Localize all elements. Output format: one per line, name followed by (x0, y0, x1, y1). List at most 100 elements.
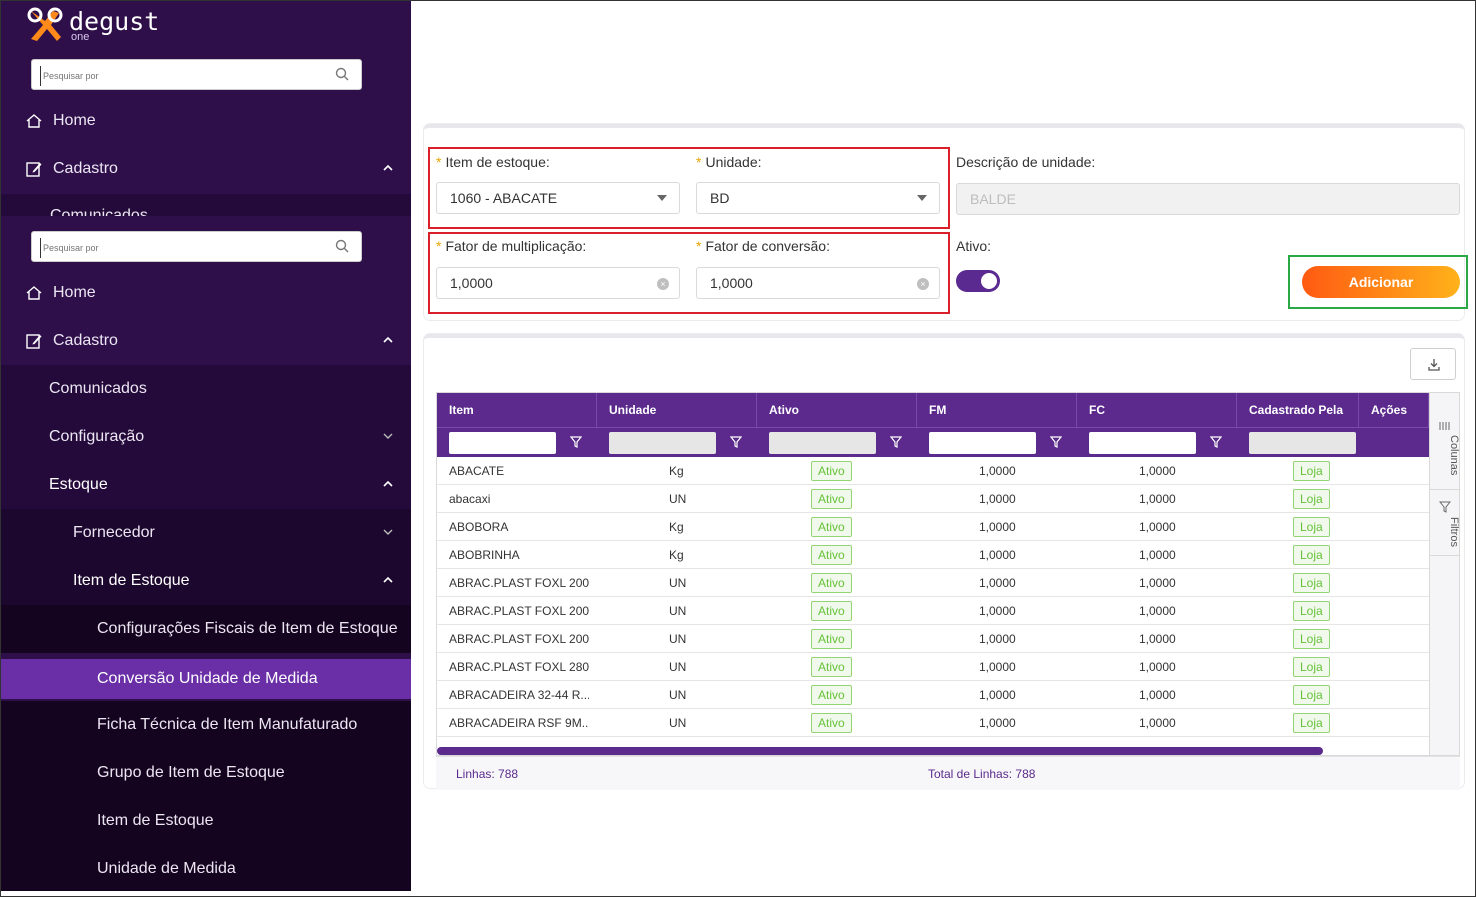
cell-fm: 1,0000 (979, 576, 1016, 590)
table-row[interactable]: ABRACADEIRA 32-44 R... UN Ativo 1,0000 1,000… (437, 681, 1429, 709)
table-row[interactable]: ABRACADEIRA RSF 9M... UN Ativo 1,0000 1,0000… (437, 709, 1429, 737)
status-badge: Ativo (811, 517, 852, 537)
table-row[interactable]: ABOBORA Kg Ativo 1,0000 1,0000 Loja (437, 513, 1429, 541)
sidebar-search[interactable] (31, 231, 362, 262)
unidade-select[interactable]: BD (696, 182, 940, 214)
sidebar-item-conversao-unidade[interactable]: Conversão Unidade de Medida (1, 659, 411, 699)
tab-colunas[interactable]: Colunas (1448, 435, 1460, 476)
filter-input-fm[interactable] (929, 432, 1036, 454)
sidebar-item-home[interactable]: Home (1, 269, 411, 317)
cell-fm: 1,0000 (979, 464, 1016, 478)
label-text: Fator de conversão (705, 238, 827, 254)
filter-icon[interactable] (1050, 436, 1062, 448)
filter-icon[interactable] (570, 436, 582, 448)
sidebar-item-item-estoque[interactable]: Item de Estoque (1, 797, 411, 845)
logo[interactable]: degust (25, 7, 159, 47)
cell-unidade: Kg (669, 464, 684, 478)
tab-filtros[interactable]: Filtros (1448, 517, 1460, 547)
filter-icon[interactable] (1210, 436, 1222, 448)
sidebar-item-cadastro[interactable]: Cadastro (1, 317, 411, 365)
table-row[interactable]: ABOBRINHA Kg Ativo 1,0000 1,0000 Loja (437, 541, 1429, 569)
status-badge: Ativo (811, 573, 852, 593)
filter-icon[interactable] (890, 436, 902, 448)
sidebar-item-cadastro-top[interactable]: Cadastro (1, 145, 411, 193)
cell-unidade: UN (669, 688, 687, 702)
filter-input-ativo[interactable] (769, 432, 876, 454)
sidebar-item-fornecedor[interactable]: Fornecedor (1, 509, 411, 557)
highlight-box-item-unidade (428, 147, 950, 229)
table-row[interactable]: ABRAC.PLAST FOXL 200... UN Ativo 1,0000 1,00… (437, 569, 1429, 597)
cell-fm: 1,0000 (979, 660, 1016, 674)
column-header-cadastrado[interactable]: Cadastrado Pela (1237, 393, 1359, 427)
grid-card: Item Unidade Ativo FM FC Cadastrado Pela… (424, 334, 1464, 790)
chevron-up-icon (383, 576, 393, 583)
table-row[interactable]: ABACATE Kg Ativo 1,0000 1,0000 Loja (437, 457, 1429, 485)
clear-icon[interactable]: × (917, 278, 929, 290)
column-header-acoes[interactable]: Ações (1359, 393, 1429, 427)
filter-input-unidade[interactable] (609, 432, 716, 454)
label-colon: : (757, 154, 762, 170)
adicionar-button[interactable]: Adicionar (1302, 266, 1460, 298)
sidebar-item-comunicados[interactable]: Comunicados (1, 365, 411, 413)
cell-unidade: UN (669, 492, 687, 506)
sidebar-item-estoque[interactable]: Estoque (1, 461, 411, 509)
label-text: Item de estoque (445, 154, 546, 170)
cell-fm: 1,0000 (979, 520, 1016, 534)
column-header-unidade[interactable]: Unidade (597, 393, 757, 427)
fm-value: 1,0000 (450, 275, 493, 291)
column-header-fm[interactable]: FM (917, 393, 1077, 427)
horizontal-scrollbar[interactable] (437, 747, 1323, 755)
sidebar-item-label: Estoque (49, 476, 108, 493)
cadastrado-badge: Loja (1293, 601, 1330, 621)
sidebar-item-label: Unidade de Medida (97, 860, 236, 877)
sidebar-item-config-fiscais[interactable]: Configurações Fiscais de Item de Estoque (1, 605, 411, 653)
caret-down-icon (917, 195, 927, 201)
filter-input-item[interactable] (449, 432, 556, 454)
logo-icon (27, 7, 63, 41)
table-row[interactable]: ABRAC.PLAST FOXL 280... UN Ativo 1,0000 1,00… (437, 653, 1429, 681)
sidebar-search-top[interactable] (31, 59, 362, 90)
caret-down-icon (657, 195, 667, 201)
chevron-down-icon (383, 433, 393, 439)
sidebar-item-label: Fornecedor (73, 524, 155, 541)
export-button[interactable] (1410, 348, 1456, 380)
fm-input[interactable]: 1,0000 × (436, 267, 680, 299)
filter-icon[interactable] (730, 436, 742, 448)
cell-fc: 1,0000 (1139, 632, 1176, 646)
table-row[interactable]: ABRAC.PLAST FOXL 200... UN Ativo 1,0000 1,00… (437, 597, 1429, 625)
sidebar-item-configuracao[interactable]: Configuração (1, 413, 411, 461)
column-header-item[interactable]: Item (437, 393, 597, 427)
sidebar-item-label: Cadastro (53, 160, 118, 177)
fc-input[interactable]: 1,0000 × (696, 267, 940, 299)
sidebar-search-input[interactable] (40, 238, 320, 258)
fc-value: 1,0000 (710, 275, 753, 291)
search-icon[interactable] (335, 67, 349, 81)
clear-icon[interactable]: × (657, 278, 669, 290)
required-mark: * (696, 154, 702, 170)
column-header-fc[interactable]: FC (1077, 393, 1237, 427)
sidebar-item-label: Ficha Técnica de Item Manufaturado (97, 716, 358, 733)
table-row[interactable]: abacaxi UN Ativo 1,0000 1,0000 Loja (437, 485, 1429, 513)
ativo-toggle[interactable] (956, 270, 1000, 292)
home-icon (26, 286, 42, 300)
sidebar-item-label: Grupo de Item de Estoque (97, 764, 285, 781)
form-card: * Item de estoque: 1060 - ABACATE * Unidad… (424, 124, 1468, 320)
status-badge: Ativo (811, 713, 852, 733)
cadastrado-badge: Loja (1293, 685, 1330, 705)
filter-input-cadastrado[interactable] (1249, 432, 1356, 454)
sidebar-search-input-top[interactable] (40, 66, 320, 86)
column-header-ativo[interactable]: Ativo (757, 393, 917, 427)
sidebar-item-home-top[interactable]: Home (1, 97, 411, 145)
sidebar-item-unidade-medida[interactable]: Unidade de Medida (1, 845, 411, 891)
filter-input-fc[interactable] (1089, 432, 1196, 454)
sidebar-item-label: Item de Estoque (73, 572, 190, 589)
item-estoque-select[interactable]: 1060 - ABACATE (436, 182, 680, 214)
sidebar-item-ficha-tecnica[interactable]: Ficha Técnica de Item Manufaturado (1, 701, 411, 749)
sidebar-item-item-estoque-group[interactable]: Item de Estoque (1, 557, 411, 605)
table-row[interactable]: ABRAC.PLAST FOXL 200... UN Ativo 1,0000 1,00… (437, 625, 1429, 653)
cell-item: ABRAC.PLAST FOXL 200... (449, 604, 589, 618)
cadastrado-badge: Loja (1293, 573, 1330, 593)
label-colon: : (987, 238, 992, 254)
sidebar-item-grupo-item[interactable]: Grupo de Item de Estoque (1, 749, 411, 797)
search-icon[interactable] (335, 239, 349, 253)
